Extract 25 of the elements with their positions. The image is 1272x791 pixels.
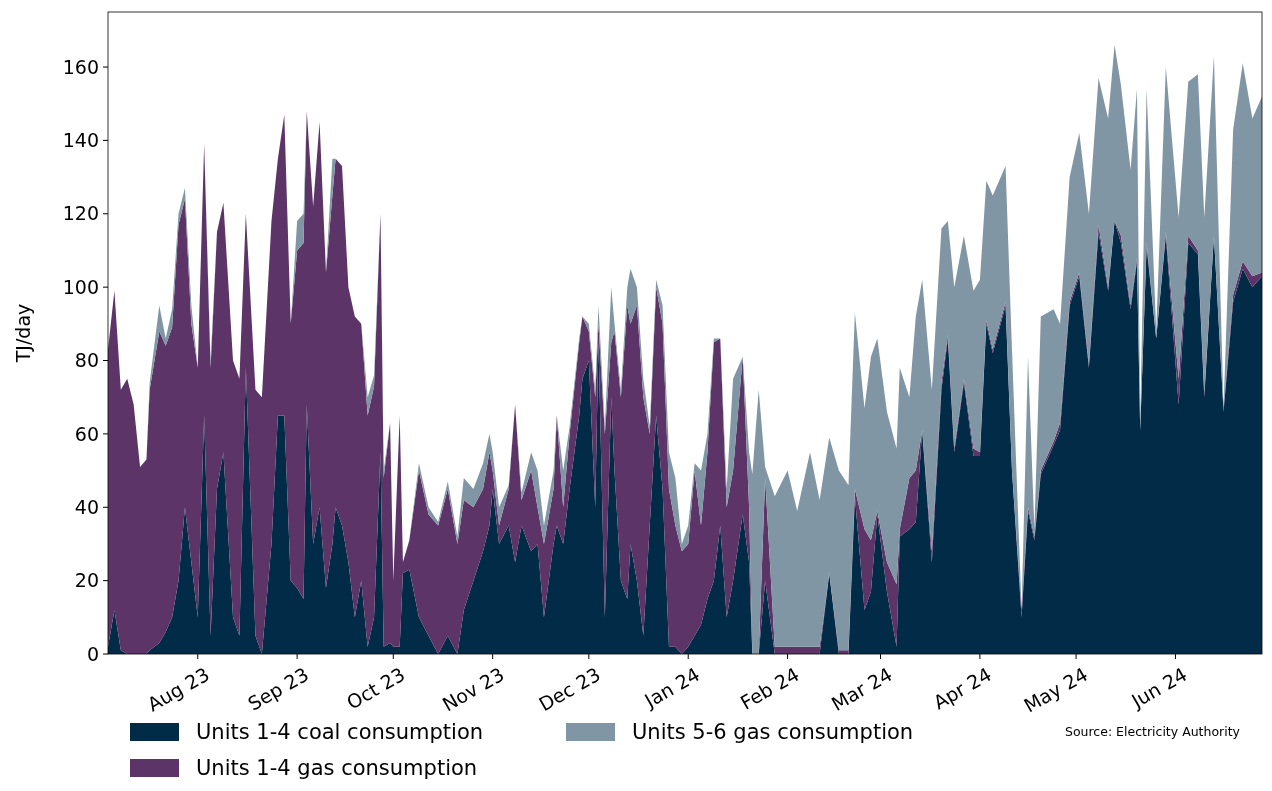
x-tick-label: Nov 23 — [438, 662, 508, 716]
x-tick-label: Mar 24 — [827, 662, 896, 715]
x-tick-label: Feb 24 — [736, 662, 803, 714]
legend-label: Units 1-4 coal consumption — [196, 720, 484, 745]
y-tick-label: 20 — [74, 569, 99, 592]
x-tick-label: Dec 23 — [534, 662, 604, 716]
y-tick-label: 160 — [62, 55, 99, 78]
legend-label: Units 1-4 gas consumption — [196, 756, 478, 781]
y-tick-label: 80 — [74, 349, 99, 372]
y-tick-label: 120 — [62, 202, 99, 225]
x-tick-label: Jun 24 — [1126, 662, 1191, 713]
x-tick-label: Jan 24 — [639, 662, 704, 713]
y-tick-label: 40 — [74, 495, 99, 518]
y-tick-label: 100 — [62, 275, 99, 298]
y-tick-label: 0 — [86, 642, 99, 665]
x-tick-label: Aug 23 — [143, 662, 213, 716]
x-tick-label: Apr 24 — [929, 662, 996, 714]
x-tick-label: May 24 — [1020, 662, 1092, 717]
x-tick-label: Sep 23 — [244, 662, 313, 715]
y-tick-label: 140 — [62, 129, 99, 152]
legend-label: Units 5-6 gas consumption — [632, 720, 914, 745]
source-note: Source: Electricity Authority — [1064, 724, 1241, 740]
x-tick-label: Oct 23 — [342, 662, 409, 714]
y-tick-label: 60 — [74, 422, 99, 445]
y-axis-title: TJ/day — [12, 303, 34, 364]
